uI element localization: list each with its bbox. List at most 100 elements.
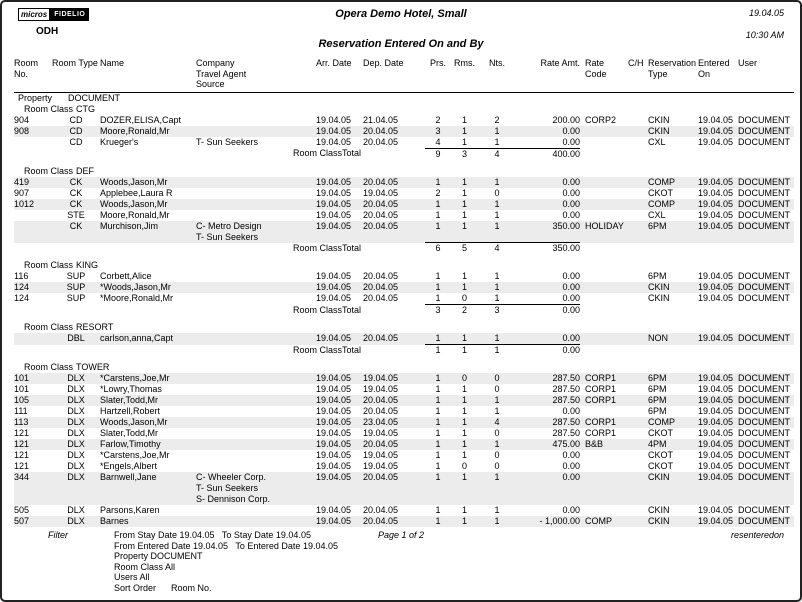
cell-room-no: 907 <box>14 187 30 198</box>
cell-res-type: CKIN <box>648 125 698 137</box>
cell-dep: 19.04.05 <box>363 187 399 198</box>
filter-line: From Entered Date 19.04.05 To Entered Da… <box>114 540 338 551</box>
cell-rms: 1 <box>461 114 467 125</box>
room-class-total-row: Room ClassTotal 3 2 3 0.00 <box>14 304 794 316</box>
cell-res-type: 6PM <box>648 395 698 406</box>
room-class-label: Room Class <box>24 260 74 270</box>
hotel-title: Opera Demo Hotel, Small <box>335 8 467 20</box>
cell-rms: 1 <box>461 384 467 394</box>
room-class-total-label: Room ClassTotal <box>292 304 361 315</box>
total-rate-amt: 0.00 <box>516 304 580 316</box>
spacer-cell <box>580 243 794 255</box>
cell-prs: 1 <box>435 450 441 460</box>
cell-company <box>196 384 316 395</box>
cell-user: DOCUMENT <box>738 439 794 450</box>
total-nts: 1 <box>478 344 516 356</box>
cell-company <box>196 198 316 210</box>
cell-prs: 1 <box>435 406 441 416</box>
cell-arr: 19.04.05 <box>316 406 352 416</box>
reservation-row: CK Murchison,Jim C- Metro Design T- Sun Se… <box>14 220 794 243</box>
cell-rate-amt: - 1,000.00 <box>516 516 580 527</box>
cell-room-no: 904 <box>14 114 30 125</box>
cell-ch <box>628 439 648 450</box>
cell-company: C- Metro Design T- Sun Seekers <box>196 220 316 243</box>
cell-nts: 1 <box>494 293 500 303</box>
total-rms: 3 <box>451 147 478 160</box>
cell-rms: 1 <box>461 428 467 438</box>
cell-name: Corbett,Alice <box>100 271 152 281</box>
cell-arr: 19.04.05 <box>316 220 363 243</box>
property-label: Property <box>18 92 53 103</box>
cell-room-no: 101 <box>14 384 30 394</box>
cell-name: *Lowry,Thomas <box>100 384 162 394</box>
cell-room-type: DLX <box>52 417 100 428</box>
cell-company <box>196 505 316 516</box>
cell-ch <box>628 461 648 472</box>
cell-company <box>196 439 316 450</box>
cell-name: Hartzell,Robert <box>100 406 161 416</box>
cell-arr: 19.04.05 <box>316 384 352 394</box>
cell-rate-code: CORP1 <box>585 384 617 394</box>
col-header-rate-amt: Rate Amt. <box>516 58 580 93</box>
room-class-row: Room Class DEF <box>14 166 794 177</box>
cell-prs: 1 <box>435 461 441 471</box>
cell-rate-code: CORP1 <box>585 428 617 438</box>
cell-user: DOCUMENT <box>738 406 790 416</box>
cell-room-type: CK <box>52 198 100 210</box>
cell-ch <box>628 293 648 305</box>
cell-room-no: 908 <box>14 125 52 137</box>
filter-block: From Stay Date 19.04.05 To Stay Date 19.… <box>114 530 338 593</box>
cell-user: DOCUMENT <box>738 125 794 137</box>
room-class-total-label: Room ClassTotal <box>292 242 361 253</box>
reservation-row: 124 SUP *Woods,Jason,Mr 19.04.05 20.04.05 1 1 1… <box>14 282 794 293</box>
cell-ch <box>628 137 648 149</box>
cell-dep: 20.04.05 <box>363 220 425 243</box>
cell-rms: 1 <box>451 176 478 188</box>
cell-arr: 19.04.05 <box>316 505 352 515</box>
cell-ch <box>628 417 648 428</box>
cell-nts: 0 <box>494 384 500 394</box>
cell-ch <box>628 472 648 505</box>
cell-prs: 1 <box>425 220 451 243</box>
cell-arr: 19.04.05 <box>316 450 352 460</box>
cell-ch <box>628 384 648 395</box>
cell-res-type: CKOT <box>648 461 674 471</box>
cell-name: *Carstens,Joe,Mr <box>100 373 196 384</box>
cell-rms: 1 <box>461 406 467 416</box>
cell-nts: 1 <box>478 220 516 243</box>
cell-dep: 20.04.05 <box>363 209 399 220</box>
col-header-entered-on: Entered On <box>698 58 738 93</box>
cell-ch <box>628 395 648 406</box>
spacer-cell <box>580 148 794 160</box>
cell-rate-code: COMP <box>580 516 628 527</box>
cell-room-no: 101 <box>14 373 52 384</box>
cell-name: Slater,Todd,Mr <box>100 428 159 438</box>
cell-dep: 20.04.05 <box>363 472 425 505</box>
spacer-cell <box>363 243 425 255</box>
cell-rate-amt: 0.00 <box>516 125 580 137</box>
cell-prs: 1 <box>435 271 441 281</box>
cell-rms: 1 <box>451 333 478 345</box>
cell-company: T- Sun Seekers <box>196 136 259 147</box>
cell-dep: 20.04.05 <box>363 136 399 147</box>
cell-dep: 20.04.05 <box>363 293 399 303</box>
cell-arr: 19.04.05 <box>316 333 363 345</box>
col-header-rate-code: Rate Code <box>580 58 628 93</box>
cell-rate-code: CORP1 <box>580 373 628 384</box>
cell-room-type: SUP <box>52 282 100 293</box>
reservation-row: 105 DLX Slater,Todd,Mr 19.04.05 20.04.05 1 1 1 2… <box>14 395 794 406</box>
cell-rate-code <box>580 472 628 505</box>
cell-user: DOCUMENT <box>738 450 790 460</box>
room-class-row: Room Class RESORT <box>14 322 794 333</box>
cell-rate-code <box>580 450 628 461</box>
cell-user: DOCUMENT <box>738 220 794 243</box>
cell-user: DOCUMENT <box>738 198 794 210</box>
cell-rms: 1 <box>451 282 478 293</box>
cell-name: Woods,Jason,Mr <box>100 198 196 210</box>
cell-company: C- Wheeler Corp. T- Sun Seekers S- Denni… <box>196 472 316 505</box>
cell-rate-code <box>580 505 628 516</box>
room-class-row: Room Class KING <box>14 260 794 271</box>
cell-res-type: 4PM <box>648 439 698 450</box>
report-body: Property DOCUMENT Room Class CTG 904 CD DOZER,… <box>14 92 794 527</box>
room-class-cell: Room Class KING <box>14 260 794 271</box>
